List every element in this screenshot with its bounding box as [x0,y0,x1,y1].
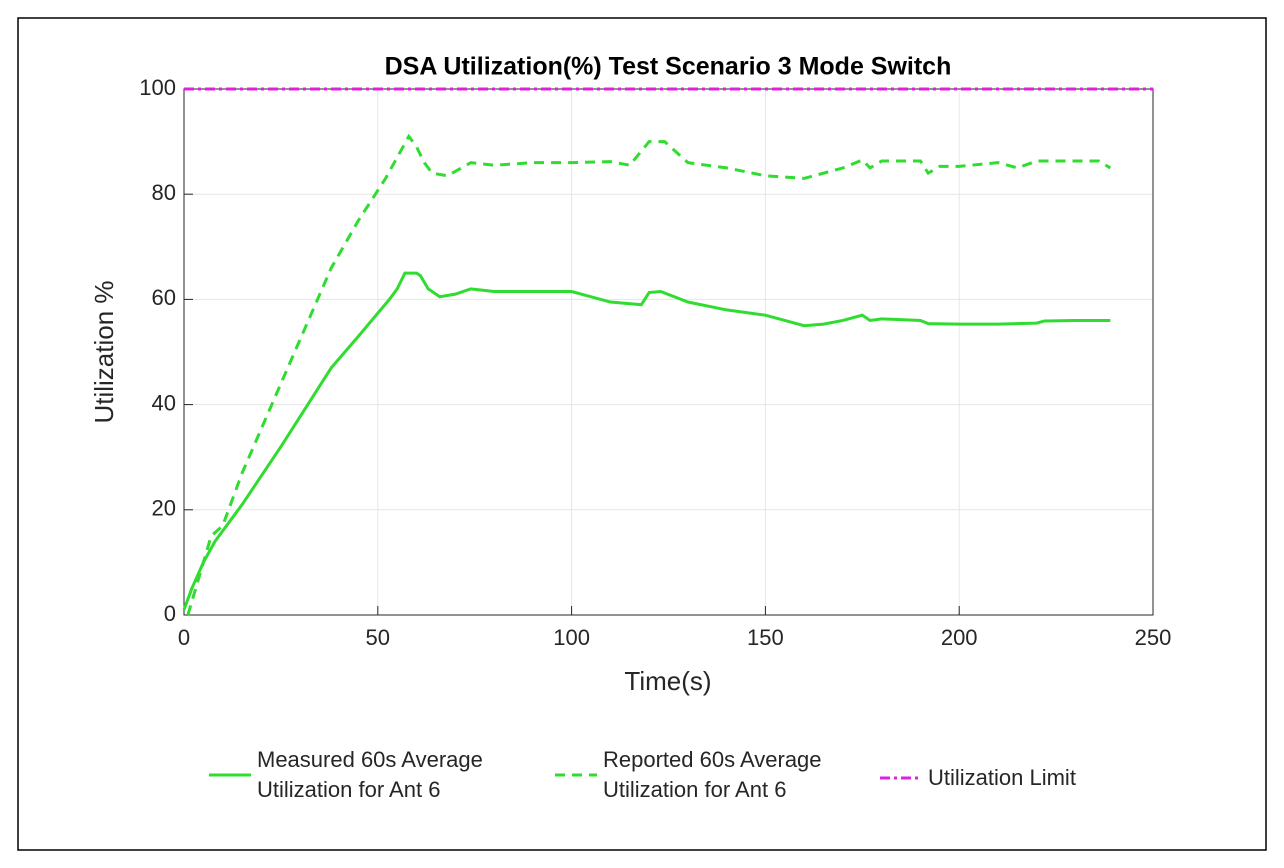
y-axis-label: Utilization % [89,280,119,423]
y-tick-label: 100 [139,75,176,100]
y-tick-label: 20 [152,496,176,521]
y-tick-label: 80 [152,180,176,205]
y-tick-label: 0 [164,601,176,626]
legend-label: Reported 60s Average Utilization for Ant… [603,747,822,802]
x-tick-label: 200 [941,625,978,650]
legend-label: Utilization Limit [928,765,1076,790]
x-axis-label: Time(s) [624,666,711,696]
chart-title: DSA Utilization(%) Test Scenario 3 Mode … [385,53,952,81]
x-tick-label: 100 [553,625,590,650]
line-series [182,271,1111,611]
y-tick-label: 60 [152,285,176,310]
y-tick-label: 40 [152,390,176,415]
legend-label: Measured 60s Average Utilization for Ant… [257,747,483,802]
line-series [186,133,1112,616]
frame [17,17,1267,851]
x-tick-label: 250 [1135,625,1172,650]
x-tick-label: 0 [178,625,190,650]
x-tick-label: 50 [366,625,390,650]
x-tick-label: 150 [747,625,784,650]
plot-area [184,89,1153,615]
